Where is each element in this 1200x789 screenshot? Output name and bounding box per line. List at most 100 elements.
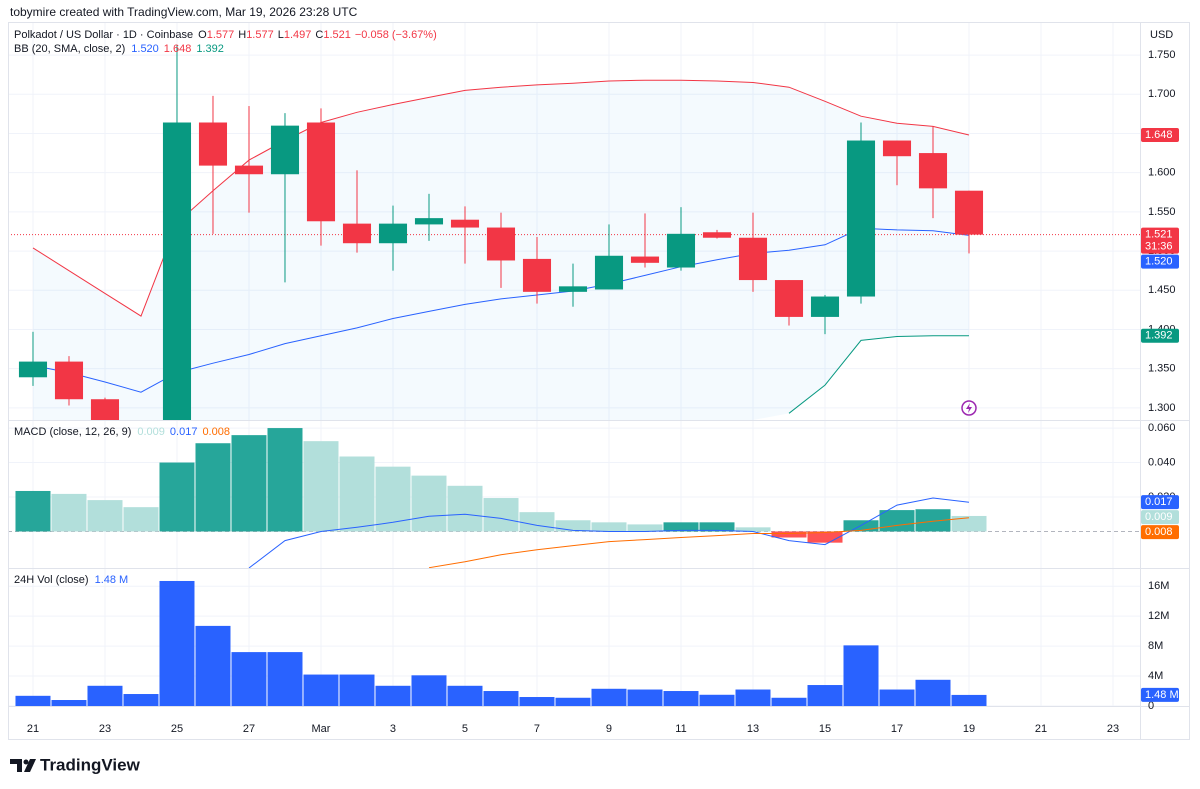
- legend-value: 1.392: [196, 43, 224, 55]
- x-tick-label: 23: [1107, 723, 1119, 735]
- candle-body: [882, 140, 912, 157]
- volume-bar: [51, 700, 87, 706]
- brand-logo: TradingView: [10, 755, 141, 774]
- legend-key: L: [278, 29, 284, 41]
- volume-bar: [483, 691, 519, 706]
- histogram-bar: [159, 462, 195, 532]
- price-tag-label: 1.520: [1145, 256, 1173, 268]
- volume-bar: [159, 580, 195, 706]
- x-tick-label: 23: [99, 723, 111, 735]
- volume-bar: [699, 694, 735, 706]
- price-tag-label: 1.648: [1145, 129, 1173, 141]
- x-tick-label: Mar: [312, 723, 331, 735]
- candle-body: [342, 223, 372, 244]
- candle-body: [630, 256, 660, 263]
- candle-body: [702, 232, 732, 238]
- candle-body: [558, 286, 588, 292]
- candle-body: [486, 227, 516, 261]
- histogram-bar: [627, 524, 663, 532]
- volume-bar: [411, 675, 447, 706]
- macd-legend: MACD (close, 12, 26, 9) 0.009 0.017 0.008: [14, 426, 230, 438]
- y-tick-label: 0.060: [1148, 422, 1176, 434]
- candle-body: [270, 125, 300, 175]
- price-tag-label: 1.521: [1145, 229, 1173, 241]
- x-tick-label: 19: [963, 723, 975, 735]
- legend-value: 1.48 M: [95, 574, 129, 586]
- candle-body: [378, 223, 408, 244]
- x-tick-label: 21: [27, 723, 39, 735]
- histogram-bar: [51, 493, 87, 532]
- y-tick-label: 1.700: [1148, 88, 1176, 100]
- candle-body: [666, 233, 696, 268]
- volume-bar: [555, 697, 591, 706]
- y-tick-label: 1.450: [1148, 284, 1176, 296]
- logo-mark: [24, 759, 36, 772]
- volume-bar: [375, 685, 411, 706]
- candle-body: [738, 237, 768, 281]
- price-legend: Polkadot / US Dollar · 1D · Coinbase O1.5…: [14, 29, 437, 41]
- candle-body: [306, 122, 336, 222]
- price-tag: [1141, 525, 1179, 540]
- candle-body: [18, 361, 48, 378]
- histogram-bar: [555, 520, 591, 532]
- x-tick-label: 13: [747, 723, 759, 735]
- alert-ring: [961, 400, 977, 416]
- candle-body: [774, 280, 804, 317]
- y-tick-label: 4M: [1148, 670, 1163, 682]
- price-tag: [1141, 328, 1179, 343]
- macd-pane: [8, 428, 1140, 568]
- volume-bar: [339, 674, 375, 706]
- x-tick-label: 7: [534, 723, 540, 735]
- x-tick-label: 11: [675, 723, 686, 735]
- legend-key: O: [198, 29, 207, 41]
- volume-bar: [447, 685, 483, 706]
- price-tag-label: 0.017: [1145, 496, 1173, 508]
- price-tag: [1141, 128, 1179, 143]
- logo-dot: [23, 759, 29, 765]
- macd-line: [248, 497, 970, 568]
- x-tick-label: 27: [243, 723, 255, 735]
- price-tag-label: 0.009: [1145, 511, 1173, 523]
- x-tick-label: 5: [462, 723, 468, 735]
- price-tag-label: 1.392: [1145, 330, 1173, 342]
- legend-key: H: [238, 29, 246, 41]
- x-tick-label: 17: [891, 723, 903, 735]
- histogram-bar: [519, 512, 555, 532]
- volume-bar: [591, 688, 627, 706]
- legend-title: MACD (close, 12, 26, 9): [14, 426, 131, 438]
- brand: TradingView: [40, 755, 141, 774]
- y-tick-label: 12M: [1148, 610, 1169, 622]
- y-tick-label: 0.040: [1148, 456, 1176, 468]
- y-tick-label: 1.550: [1148, 206, 1176, 218]
- histogram-bar: [735, 527, 771, 532]
- candle-body: [954, 190, 984, 235]
- histogram-bar: [483, 498, 519, 532]
- volume-bar: [15, 695, 51, 706]
- price-tag-label: 0.008: [1145, 526, 1173, 538]
- volume-bar: [303, 674, 339, 706]
- histogram-bar: [699, 522, 735, 532]
- legend-title: 24H Vol (close): [14, 574, 89, 586]
- legend-change-pct: (−3.67%): [392, 29, 437, 41]
- countdown-label: 31:36: [1145, 241, 1173, 253]
- histogram-bar: [231, 435, 267, 532]
- histogram-bar: [15, 490, 51, 532]
- histogram-bar: [375, 466, 411, 532]
- candle-body: [198, 122, 228, 166]
- legend-value: 1.648: [164, 43, 192, 55]
- volume-bar: [843, 645, 879, 706]
- histogram-bar: [591, 522, 627, 532]
- frame-border: [8, 22, 1190, 740]
- histogram-bar: [123, 507, 159, 532]
- candle-body: [810, 296, 840, 317]
- legend-value: 0.008: [202, 426, 230, 438]
- legend-change: −0.058: [355, 29, 389, 41]
- legend-key: C: [315, 29, 323, 41]
- currency: USD: [1150, 29, 1173, 41]
- candle-body: [54, 361, 84, 400]
- histogram-bar: [87, 500, 123, 532]
- histogram-bar: [807, 531, 843, 543]
- volume-bar: [951, 694, 987, 706]
- x-tick-label: 21: [1035, 723, 1047, 735]
- alert-icon: [961, 400, 977, 416]
